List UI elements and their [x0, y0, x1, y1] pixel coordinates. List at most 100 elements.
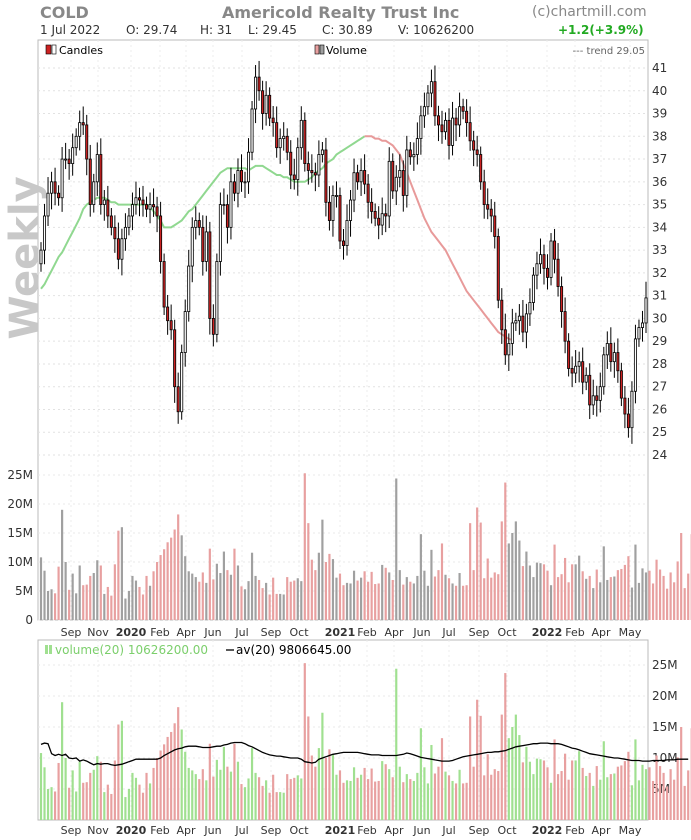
candle-body	[507, 343, 511, 356]
lower-volume-bar	[279, 792, 282, 820]
candle-body	[535, 263, 539, 276]
volume-bar	[391, 579, 394, 620]
candle-body	[46, 192, 50, 217]
volume-bar	[265, 582, 268, 620]
volume-bar	[518, 540, 521, 620]
candle-body	[602, 354, 606, 388]
candle-body	[187, 265, 191, 312]
volume-bar	[384, 567, 387, 620]
volume-tick-label: 0	[25, 613, 33, 627]
close-value: C: 30.89	[322, 23, 373, 37]
lower-volume-bar	[402, 782, 405, 820]
lower-volume-bar	[257, 777, 261, 820]
volume-bar	[89, 575, 92, 620]
lower-volume-bar	[39, 753, 43, 820]
lower-volume-bar	[268, 792, 271, 820]
x-tick-label-lower: Oct	[497, 824, 517, 837]
lower-volume-bar	[556, 774, 560, 820]
volume-bar	[556, 577, 560, 620]
lower-volume-bar	[187, 767, 190, 820]
lower-volume-bar	[666, 786, 669, 820]
volume-bar	[152, 571, 155, 620]
x-tick-label: Jun	[412, 626, 430, 639]
volume-bar	[447, 578, 451, 620]
lower-volume-bar	[85, 782, 88, 820]
lower-volume-bar	[560, 771, 563, 820]
candle-body	[60, 158, 64, 199]
candle-body	[292, 174, 296, 180]
lower-volume-bar	[634, 739, 637, 820]
lower-volume-bar	[669, 769, 672, 820]
x-tick-label: Jul	[234, 626, 248, 639]
candle-body	[225, 204, 229, 228]
volume-tick-label: 10M	[7, 555, 33, 569]
lower-volume-bar	[282, 792, 285, 820]
price-tick-label: 37	[652, 152, 667, 166]
volume-bar	[39, 557, 43, 620]
lower-volume-bar	[345, 780, 349, 820]
lower-volume-bar	[293, 777, 296, 820]
candle-body	[313, 172, 317, 176]
candle-body	[366, 183, 370, 203]
lower-volume-bar	[535, 758, 539, 820]
volume-bar	[124, 598, 127, 620]
lower-volume-bar	[349, 780, 352, 820]
candle-body	[500, 299, 504, 331]
candle-body	[415, 138, 419, 155]
candle-body	[247, 151, 251, 183]
x-tick-label-lower: Jul	[441, 824, 455, 837]
lower-volume-bar	[286, 774, 289, 820]
candle-body	[609, 343, 613, 363]
volume-legend: Volume	[326, 44, 367, 57]
volume-bar	[303, 473, 306, 620]
lower-volume-bar	[198, 779, 201, 820]
x-tick-label: Nov	[87, 626, 109, 639]
volume-bar	[155, 562, 159, 620]
volume-bar	[163, 549, 166, 620]
volume-bar	[289, 581, 292, 620]
x-tick-label: 2020	[116, 626, 147, 639]
candle-body	[387, 160, 391, 217]
candle-body	[521, 315, 525, 333]
volume-bar	[571, 564, 574, 620]
lower-volume-bar	[166, 736, 169, 820]
lower-volume-bar	[637, 780, 641, 820]
volume-bar	[476, 507, 479, 620]
lower-volume-bar	[359, 774, 363, 820]
x-tick-label: Sep	[61, 626, 82, 639]
candle-body	[43, 215, 47, 251]
lower-volume-bar	[367, 779, 370, 820]
x-tick-label-lower: Feb	[150, 824, 169, 837]
lower-volume-bar	[335, 774, 338, 820]
volume-bar	[338, 573, 342, 620]
volume-bar	[395, 478, 398, 620]
candle-body	[240, 170, 243, 183]
candle-body	[53, 181, 57, 194]
candle-body	[394, 176, 398, 192]
volume-bar	[68, 589, 71, 620]
volume-bar	[191, 573, 194, 620]
volume-bar	[120, 527, 123, 620]
candle-body	[183, 311, 187, 353]
volume-bar	[57, 566, 60, 620]
lower-volume-bar	[191, 770, 194, 820]
candle-body	[113, 226, 117, 240]
candle-body	[109, 215, 113, 228]
lower-volume-bar	[630, 785, 634, 820]
volume-legend-icon-neutral	[319, 44, 325, 55]
volume-bar	[53, 593, 57, 620]
lower-volume-bar	[275, 792, 278, 820]
volume-bar	[75, 593, 78, 620]
lower-volume-bar	[462, 783, 465, 820]
lower-tick-label: 20M	[652, 689, 678, 703]
lower-volume-bar	[363, 767, 366, 820]
lower-volume-bar	[50, 787, 53, 820]
price-tick-label: 41	[652, 61, 667, 75]
candle-body	[123, 226, 127, 240]
candle-body	[581, 361, 585, 383]
lower-volume-bar	[479, 715, 482, 820]
volume-bar	[430, 549, 433, 620]
candle-body	[57, 192, 61, 199]
price-tick-label: 38	[652, 129, 667, 143]
lower-volume-bar	[658, 766, 662, 820]
